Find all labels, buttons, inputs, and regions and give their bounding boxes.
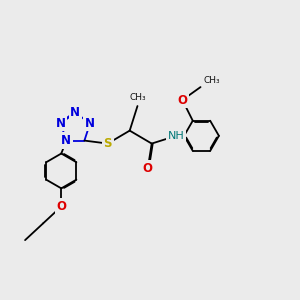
Text: N: N bbox=[70, 106, 80, 119]
Text: CH₃: CH₃ bbox=[129, 93, 146, 102]
Text: O: O bbox=[56, 200, 66, 213]
Text: O: O bbox=[143, 162, 153, 175]
Text: N: N bbox=[56, 117, 66, 130]
Text: S: S bbox=[103, 137, 112, 150]
Text: O: O bbox=[177, 94, 188, 106]
Text: N: N bbox=[85, 117, 95, 130]
Text: N: N bbox=[61, 134, 71, 147]
Text: CH₃: CH₃ bbox=[203, 76, 220, 85]
Text: NH: NH bbox=[168, 131, 185, 141]
